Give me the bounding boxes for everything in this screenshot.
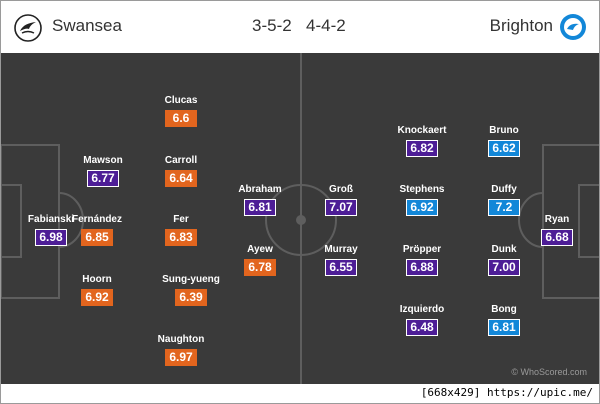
player-bong[interactable]: Bong 6.81: [471, 304, 537, 336]
player-rating: 6.6: [165, 110, 197, 127]
player-name: Bong: [491, 304, 517, 315]
player-clucas[interactable]: Clucas 6.6: [148, 95, 214, 127]
player-name: Knockaert: [397, 125, 447, 136]
player-knockaert[interactable]: Knockaert 6.82: [389, 125, 455, 157]
home-formation: 3-5-2: [252, 16, 292, 35]
pitch-markings: [1, 53, 599, 384]
player-rating: 7.00: [488, 259, 520, 276]
player-dunk[interactable]: Dunk 7.00: [471, 244, 537, 276]
player-name: Groß: [329, 184, 353, 195]
player-fernandez[interactable]: Fernández 6.85: [64, 214, 130, 246]
player-name: Abraham: [238, 184, 282, 195]
player-sung-yueng[interactable]: Sung-yueng 6.39: [158, 274, 224, 306]
player-rating: 6.92: [406, 199, 438, 216]
player-rating: 6.92: [81, 289, 113, 306]
player-name: Duffy: [491, 184, 517, 195]
player-rating: 6.62: [488, 140, 520, 157]
player-name: Carroll: [164, 155, 198, 166]
player-rating: 6.85: [81, 229, 113, 246]
away-team-name: Brighton: [489, 16, 553, 35]
player-rating: 6.68: [541, 229, 573, 246]
player-name: Fernández: [71, 214, 122, 225]
player-name: Fabianski: [27, 214, 75, 225]
player-propper[interactable]: Pröpper 6.88: [389, 244, 455, 276]
player-name: Hoorn: [82, 274, 112, 285]
player-rating: 7.07: [325, 199, 357, 216]
player-name: Mawson: [83, 155, 123, 166]
upload-watermark: [668x429] https://upic.me/: [420, 386, 593, 399]
player-fer[interactable]: Fer 6.83: [148, 214, 214, 246]
player-rating: 6.78: [244, 259, 276, 276]
match-header: Swansea 3-5-2 4-4-2 Brighton: [1, 1, 599, 53]
source-credit: © WhoScored.com: [511, 367, 587, 377]
player-name: Bruno: [489, 125, 519, 136]
swansea-crest-icon: [14, 14, 42, 42]
pitch: Fabianski 6.98 Mawson 6.77 Fernández 6.8…: [1, 53, 599, 384]
player-fabianski[interactable]: Fabianski 6.98: [18, 214, 84, 246]
player-izquierdo[interactable]: Izquierdo 6.48: [389, 304, 455, 336]
player-name: Ryan: [544, 214, 570, 225]
home-team-name: Swansea: [52, 16, 122, 35]
player-ayew[interactable]: Ayew 6.78: [227, 244, 293, 276]
player-name: Izquierdo: [399, 304, 445, 315]
brighton-crest-icon: [560, 14, 586, 40]
away-formation: 4-4-2: [306, 16, 346, 35]
player-rating: 6.48: [406, 319, 438, 336]
player-stephens[interactable]: Stephens 6.92: [389, 184, 455, 216]
player-name: Fer: [173, 214, 189, 225]
player-name: Sung-yueng: [162, 274, 220, 285]
player-name: Stephens: [399, 184, 445, 195]
player-name: Clucas: [164, 95, 198, 106]
player-rating: 6.81: [244, 199, 276, 216]
player-rating: 6.98: [35, 229, 67, 246]
player-rating: 6.81: [488, 319, 520, 336]
player-rating: 7.2: [488, 199, 520, 216]
player-murray[interactable]: Murray 6.55: [308, 244, 374, 276]
player-duffy[interactable]: Duffy 7.2: [471, 184, 537, 216]
player-naughton[interactable]: Naughton 6.97: [148, 334, 214, 366]
player-carroll[interactable]: Carroll 6.64: [148, 155, 214, 187]
player-rating: 6.97: [165, 349, 197, 366]
player-rating: 6.64: [165, 170, 197, 187]
player-rating: 6.82: [406, 140, 438, 157]
player-name: Murray: [324, 244, 358, 255]
footer-bar: [668x429] https://upic.me/: [1, 384, 599, 403]
player-abraham[interactable]: Abraham 6.81: [227, 184, 293, 216]
player-gross[interactable]: Groß 7.07: [308, 184, 374, 216]
player-rating: 6.39: [175, 289, 207, 306]
player-rating: 6.55: [325, 259, 357, 276]
player-name: Ayew: [247, 244, 273, 255]
player-rating: 6.88: [406, 259, 438, 276]
player-hoorn[interactable]: Hoorn 6.92: [64, 274, 130, 306]
player-rating: 6.83: [165, 229, 197, 246]
player-bruno[interactable]: Bruno 6.62: [471, 125, 537, 157]
player-name: Dunk: [491, 244, 517, 255]
player-name: Naughton: [157, 334, 205, 345]
player-ryan[interactable]: Ryan 6.68: [524, 214, 590, 246]
player-mawson[interactable]: Mawson 6.77: [70, 155, 136, 187]
player-rating: 6.77: [87, 170, 119, 187]
player-name: Pröpper: [402, 244, 442, 255]
